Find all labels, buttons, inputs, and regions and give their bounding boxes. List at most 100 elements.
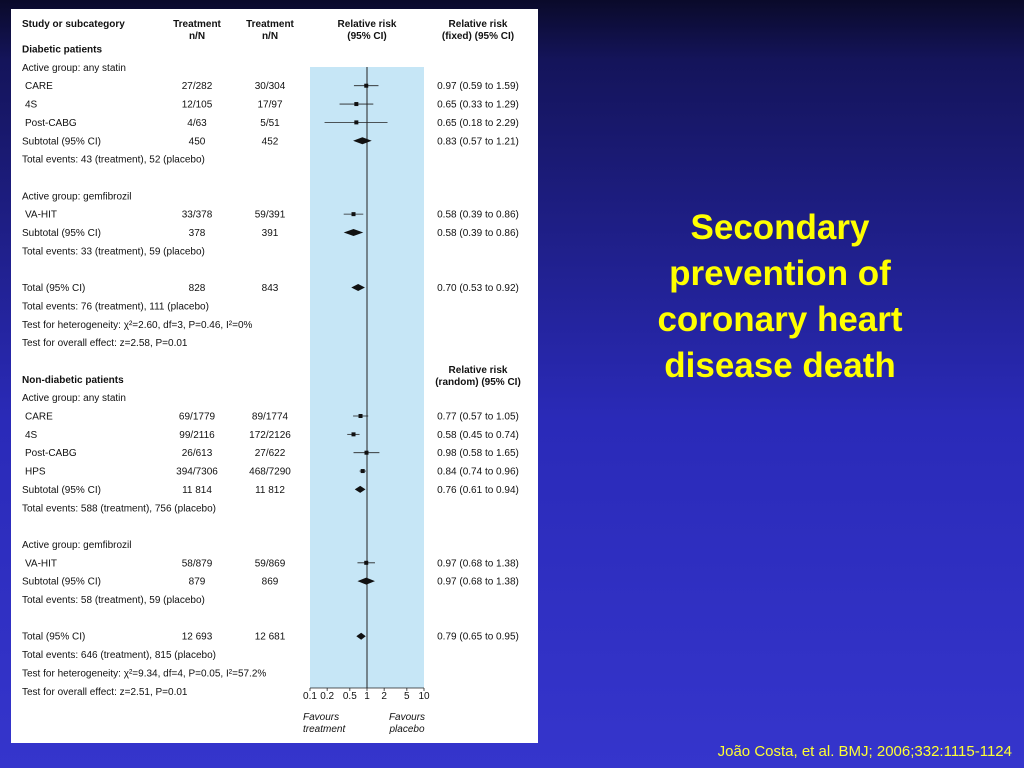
control-count: 89/1774	[252, 412, 289, 423]
pooled-diamond	[343, 229, 364, 236]
row-label: Total (95% CI)	[22, 632, 85, 643]
header-control: Treatment	[246, 19, 294, 30]
note-text: Total events: 33 (treatment), 59 (placeb…	[22, 246, 205, 257]
control-count: 27/622	[255, 448, 286, 459]
treatment-count: 828	[189, 283, 206, 294]
row-label: Subtotal (95% CI)	[22, 485, 101, 496]
row-label: Subtotal (95% CI)	[22, 228, 101, 239]
treatment-count: 4/63	[187, 118, 207, 129]
favours-left-label-2: treatment	[303, 724, 346, 735]
treatment-count: 27/282	[182, 81, 213, 92]
forest-plot-panel: Study or subcategory Treatment n/N Treatmen…	[11, 9, 538, 743]
point-estimate	[358, 414, 363, 418]
control-count: 391	[262, 228, 279, 239]
note-text: Active group: any statin	[22, 393, 126, 404]
control-count: 59/869	[255, 558, 286, 569]
favours-left-label: Favours	[303, 712, 339, 723]
note-text: Total events: 646 (treatment), 815 (plac…	[22, 650, 216, 661]
point-estimate	[354, 102, 359, 107]
header-rr-plot: Relative risk	[338, 19, 397, 30]
x-axis-tick-label: 0.1	[303, 691, 317, 702]
rr-ci-text: 0.76 (0.61 to 0.94)	[437, 485, 519, 496]
header-rr-fixed: Relative risk	[449, 19, 508, 30]
row-label: CARE	[25, 81, 53, 92]
row-label: 4S	[25, 100, 38, 111]
rr-ci-text: 0.77 (0.57 to 1.05)	[437, 412, 519, 423]
point-estimate	[351, 432, 356, 437]
rr-ci-text: 0.79 (0.65 to 0.95)	[437, 632, 519, 643]
rr-ci-text: 0.97 (0.68 to 1.38)	[437, 577, 519, 588]
pooled-diamond	[357, 577, 375, 585]
control-count: 59/391	[255, 210, 286, 221]
header-control-unit: n/N	[262, 31, 278, 42]
row-label: VA-HIT	[25, 210, 57, 221]
rr-ci-text: 0.58 (0.39 to 0.86)	[437, 210, 519, 221]
control-count: 468/7290	[249, 467, 291, 478]
control-count: 452	[262, 136, 279, 147]
note-text: Total events: 58 (treatment), 59 (placeb…	[22, 595, 205, 606]
rr-ci-text: 0.97 (0.59 to 1.59)	[437, 81, 519, 92]
rr-ci-text: 0.84 (0.74 to 0.96)	[437, 467, 519, 478]
point-estimate	[364, 450, 369, 455]
control-count: 172/2126	[249, 430, 291, 441]
rr-ci-text: 0.98 (0.58 to 1.65)	[437, 448, 519, 459]
row-label: 4S	[25, 430, 38, 441]
pooled-diamond	[354, 485, 366, 493]
note-text: Total events: 76 (treatment), 111 (place…	[22, 301, 209, 312]
rr-ci-text: 0.58 (0.45 to 0.74)	[437, 430, 519, 441]
forest-plot: Study or subcategory Treatmentn/NTreatmen…	[22, 19, 521, 735]
x-axis-tick-label: 5	[404, 691, 410, 702]
x-axis-tick-label: 0.2	[320, 691, 334, 702]
treatment-count: 12 693	[182, 632, 213, 643]
note-text: Total events: 588 (treatment), 756 (plac…	[22, 503, 216, 514]
treatment-count: 394/7306	[176, 467, 218, 478]
treatment-count: 26/613	[182, 448, 213, 459]
note-text: Test for heterogeneity: χ²=9.34, df=4, P…	[22, 668, 266, 679]
treatment-count: 378	[189, 228, 206, 239]
note-text: Test for heterogeneity: χ²=2.60, df=3, P…	[22, 320, 252, 331]
treatment-count: 879	[189, 577, 206, 588]
x-axis-tick-label: 10	[418, 691, 430, 702]
header-treatment: Treatment	[173, 19, 221, 30]
point-estimate	[364, 83, 369, 88]
row-label: Total (95% CI)	[22, 283, 85, 294]
header-rr-random: Relative risk	[449, 365, 508, 376]
header-rr-fixed-ci: (fixed) (95% CI)	[442, 31, 514, 42]
row-label: CARE	[25, 412, 53, 423]
section-label: Non-diabetic patients	[22, 375, 124, 386]
pooled-diamond	[356, 632, 366, 640]
rr-ci-text: 0.70 (0.53 to 0.92)	[437, 283, 519, 294]
control-count: 5/51	[260, 118, 280, 129]
control-count: 843	[262, 283, 279, 294]
header-rr-random-ci: (random) (95% CI)	[435, 377, 521, 388]
slide-title: Secondary prevention of coronary heart d…	[657, 208, 903, 385]
favours-right-label: Favours	[389, 712, 425, 723]
note-text: Active group: any statin	[22, 63, 126, 74]
treatment-count: 11 814	[182, 485, 212, 496]
treatment-count: 450	[189, 136, 206, 147]
row-label: Post-CABG	[25, 448, 77, 459]
treatment-count: 99/2116	[179, 430, 215, 441]
rr-ci-text: 0.65 (0.33 to 1.29)	[437, 100, 519, 111]
note-text: Test for overall effect: z=2.51, P=0.01	[22, 687, 188, 698]
treatment-count: 12/105	[182, 100, 213, 111]
row-label: Subtotal (95% CI)	[22, 577, 101, 588]
header-study: Study or subcategory	[22, 19, 125, 30]
treatment-count: 69/1779	[179, 412, 216, 423]
rr-ci-text: 0.97 (0.68 to 1.38)	[437, 558, 519, 569]
pooled-diamond	[351, 284, 365, 292]
treatment-count: 33/378	[182, 210, 213, 221]
control-count: 11 812	[255, 485, 285, 496]
control-count: 30/304	[255, 81, 286, 92]
header-treatment-unit: n/N	[189, 31, 205, 42]
citation: João Costa, et al. BMJ; 2006;332:1115-11…	[717, 743, 1012, 760]
note-text: Total events: 43 (treatment), 52 (placeb…	[22, 155, 205, 166]
x-axis-tick-label: 0.5	[343, 691, 357, 702]
point-estimate	[351, 212, 356, 217]
x-axis-tick-label: 2	[381, 691, 387, 702]
note-text: Active group: gemfibrozil	[22, 191, 132, 202]
favours-right-label-2: placebo	[388, 724, 424, 735]
header-rr-plot-ci: (95% CI)	[347, 31, 386, 42]
treatment-count: 58/879	[182, 558, 213, 569]
control-count: 869	[262, 577, 279, 588]
